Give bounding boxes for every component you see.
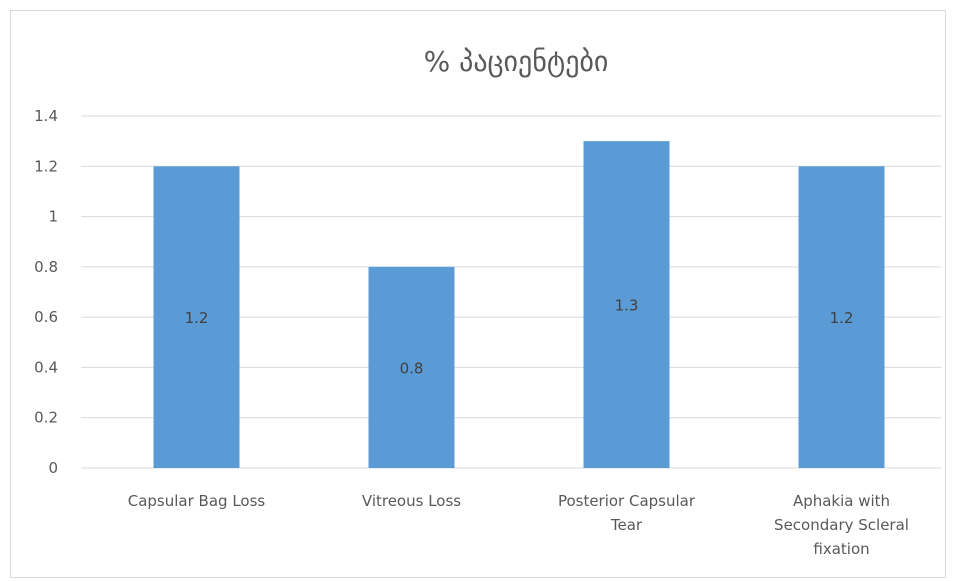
y-tick-label: 1.2: [34, 157, 58, 175]
y-tick-label: 0.8: [34, 258, 58, 276]
data-label: 1.2: [830, 309, 854, 327]
bar: [583, 141, 670, 468]
chart-title: % პაციენტები: [424, 45, 609, 78]
data-label: 0.8: [400, 359, 424, 377]
y-tick-label: 0.2: [34, 409, 58, 427]
data-label: 1.3: [615, 297, 639, 315]
x-tick-label: Vitreous Loss: [362, 492, 461, 510]
y-axis-ticks: 0 0.2 0.4 0.6 0.8 1 1.2 1.4: [34, 107, 58, 477]
bar: [153, 166, 240, 469]
data-label: 1.2: [185, 309, 209, 327]
data-labels: 1.2 0.8 1.3 1.2: [185, 297, 854, 378]
bar: [798, 166, 885, 469]
x-tick-label: Capsular Bag Loss: [128, 492, 266, 510]
bar: [368, 266, 455, 468]
y-tick-label: 1: [48, 208, 58, 226]
x-tick-label: Aphakia with Secondary Scleral fixation: [774, 492, 909, 558]
y-tick-label: 0.4: [34, 358, 58, 376]
x-axis-ticks: Capsular Bag Loss Vitreous Loss Posterior …: [128, 492, 909, 558]
x-tick-label: Posterior Capsular Tear: [558, 492, 696, 534]
y-tick-label: 0.6: [34, 308, 58, 326]
chart-frame: % პაციენტები 0 0.2 0.4 0.6 0.8 1 1.2 1.4 1.2 0.8…: [10, 10, 946, 578]
bar-chart: % პაციენტები 0 0.2 0.4 0.6 0.8 1 1.2 1.4 1.2 0.8…: [34, 45, 941, 558]
y-tick-label: 0: [48, 459, 58, 477]
bars: [153, 141, 885, 469]
y-tick-label: 1.4: [34, 107, 58, 125]
